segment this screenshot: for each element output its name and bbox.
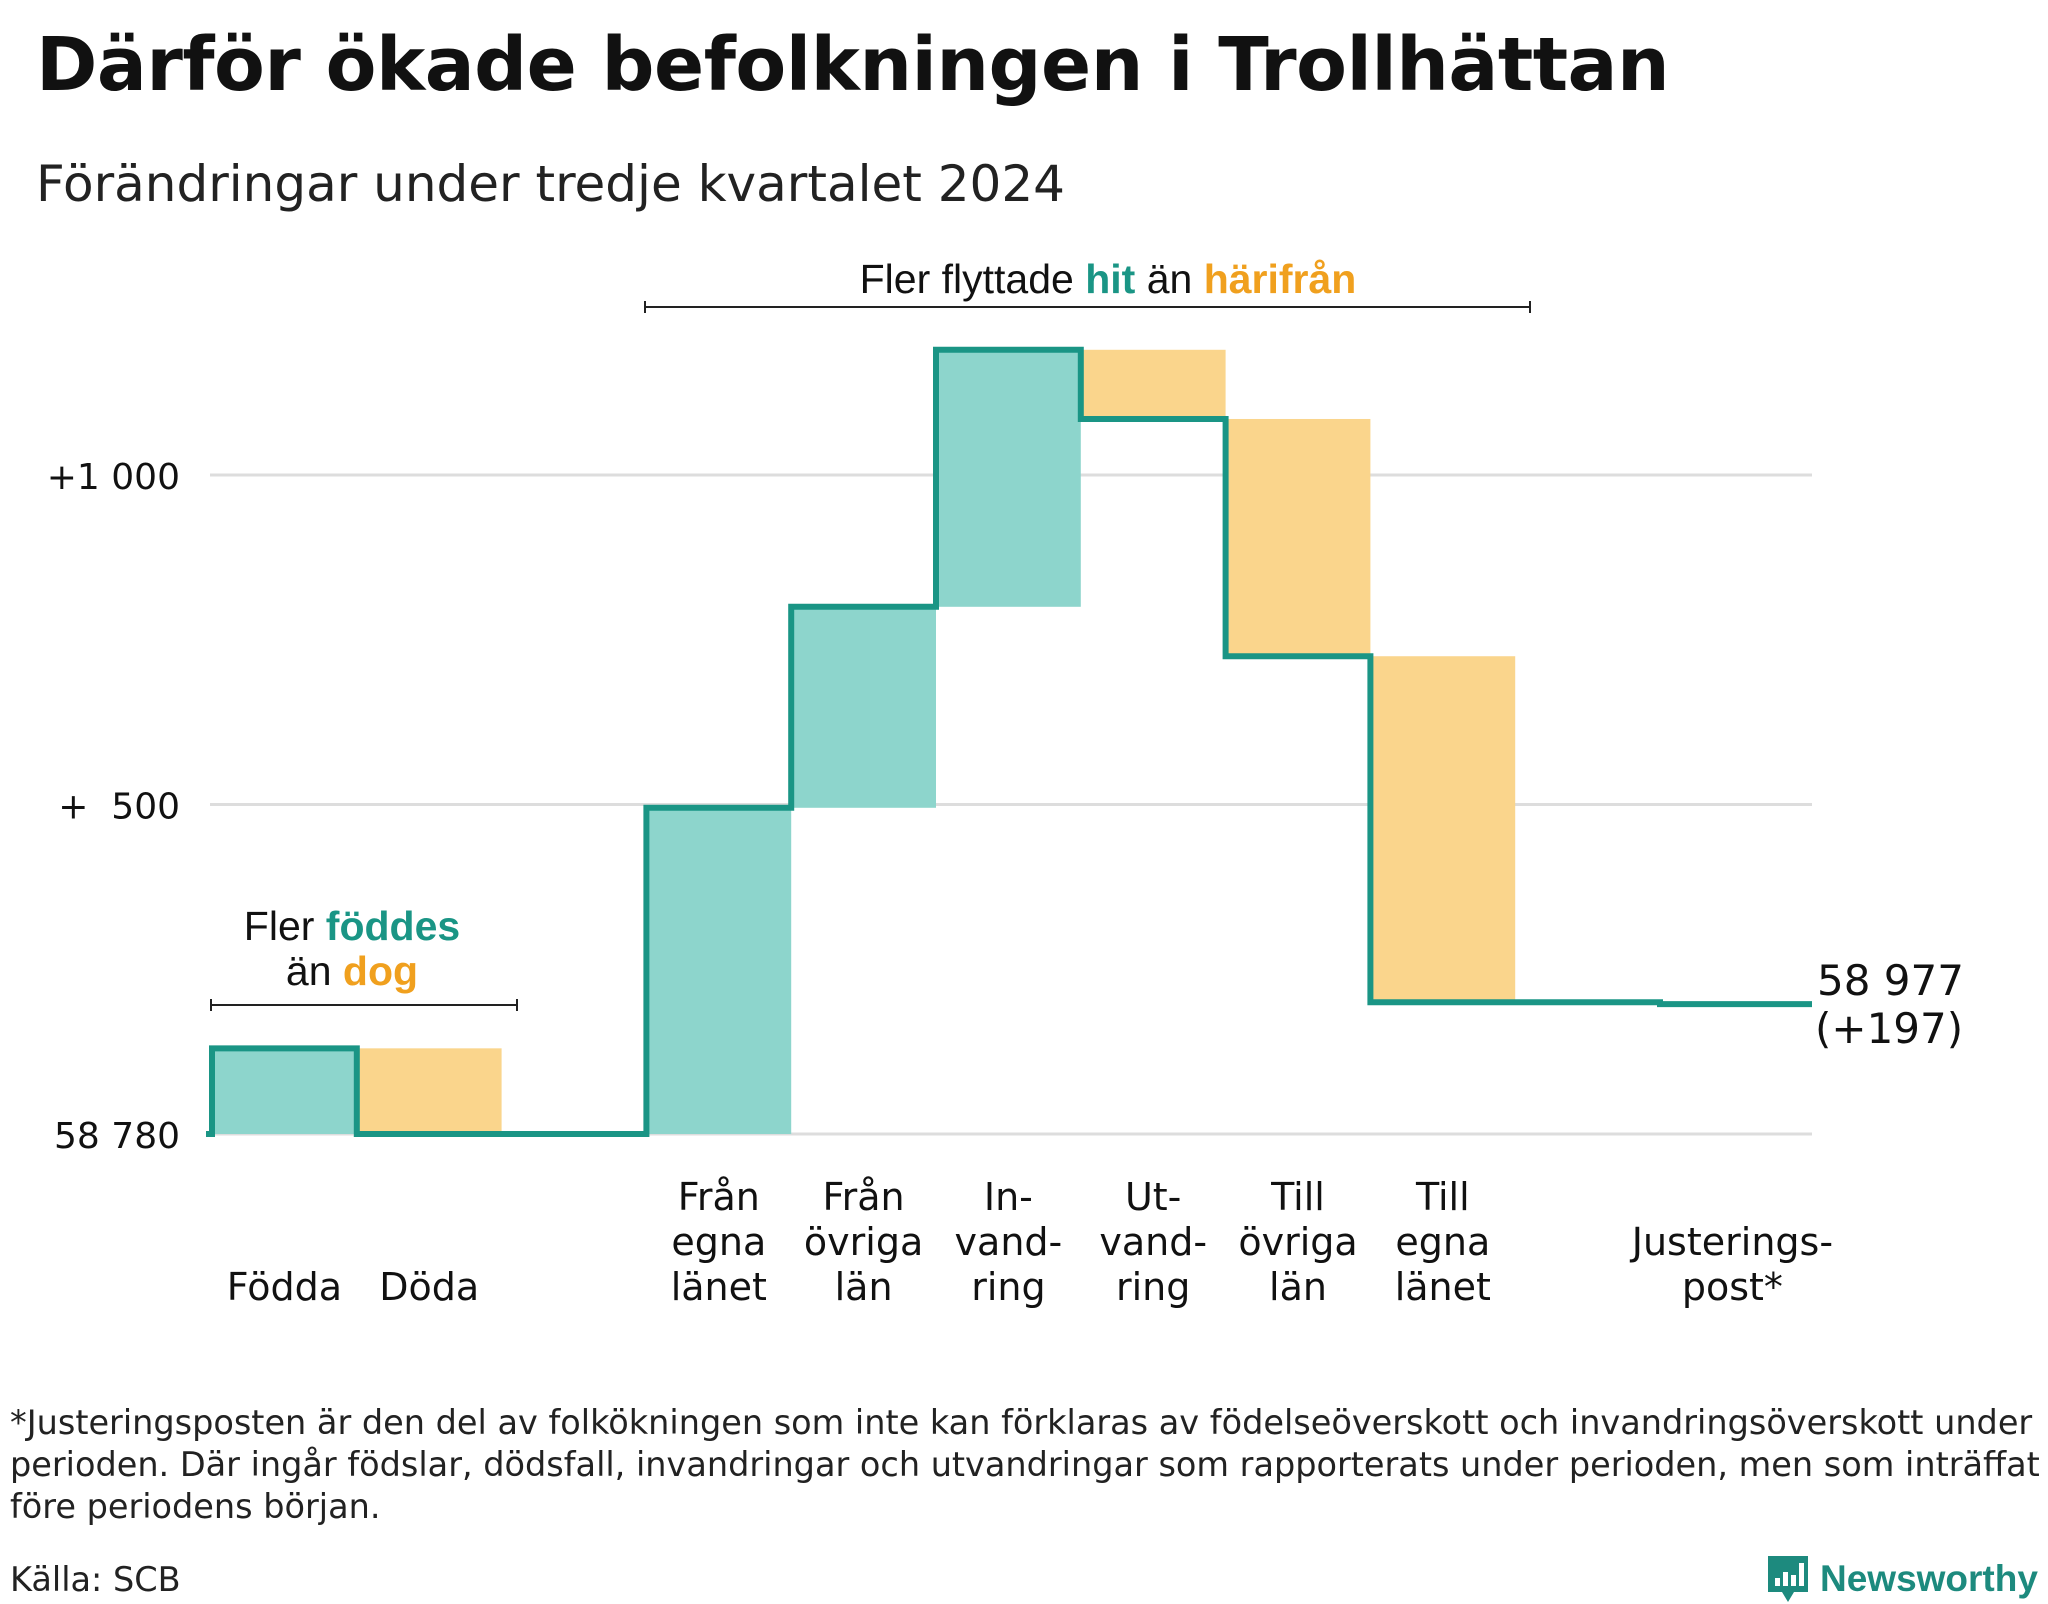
x-category-label: Ut- — [1125, 1175, 1181, 1219]
annotation-teal-text: hit — [1074, 256, 1136, 302]
x-category-label: Justerings- — [1630, 1220, 1833, 1264]
x-category-label: Från — [823, 1175, 905, 1219]
annotation-births-line2: än dog — [286, 948, 418, 994]
annotation-plain-text: än — [1135, 256, 1192, 302]
annotation-births-line1: Fler föddes — [244, 903, 460, 949]
waterfall-bar — [1080, 349, 1226, 419]
waterfall-bar — [356, 1048, 502, 1134]
x-category-label: vand- — [955, 1220, 1063, 1264]
x-category-label: övriga — [1238, 1220, 1357, 1264]
annotation-plain-text: Fler — [244, 903, 315, 949]
x-category-label: vand- — [1099, 1220, 1207, 1264]
waterfall-bar — [936, 349, 1081, 607]
annotation-plain-text: Fler flyttade — [860, 256, 1074, 302]
waterfall-bar — [212, 1048, 357, 1134]
source-label: Källa: SCB — [10, 1560, 181, 1599]
annotation-plain-text: än — [286, 948, 332, 994]
x-category-label: övriga — [804, 1220, 923, 1264]
footnote: *Justeringsposten är den del av folkökni… — [10, 1403, 2040, 1526]
x-category-label: län — [835, 1265, 893, 1309]
annotation-orange-text: dog — [332, 948, 419, 994]
waterfall-bar — [646, 807, 792, 1134]
x-category-label: länet — [1395, 1265, 1491, 1309]
x-category-label: ring — [1116, 1265, 1190, 1309]
x-category-label: Till — [1270, 1175, 1325, 1219]
x-category-label: In- — [984, 1175, 1033, 1219]
waterfall-bar — [1225, 418, 1371, 657]
newsworthy-logo-icon — [1768, 1556, 1808, 1602]
logo-text: Newsworthy — [1820, 1558, 2038, 1599]
annotation-bracket — [210, 999, 518, 1011]
x-category-label: Döda — [379, 1265, 479, 1309]
x-category-label: post* — [1682, 1265, 1783, 1309]
annotation-teal-text: föddes — [314, 903, 460, 949]
x-category-label: Födda — [227, 1265, 342, 1309]
annotation-migration: Fler flyttade hit än härifrån — [860, 256, 1357, 302]
x-category-label: egna — [671, 1220, 766, 1264]
y-tick-label: 58 780 — [54, 1116, 180, 1157]
final-change-label: (+197) — [1815, 1004, 1963, 1053]
x-category-label: län — [1269, 1265, 1327, 1309]
annotation-bracket — [644, 301, 1531, 313]
waterfall-line — [206, 346, 1812, 1137]
x-category-label: länet — [671, 1265, 767, 1309]
y-tick-label: + 500 — [58, 787, 180, 828]
y-tick-label: +1 000 — [47, 457, 180, 498]
waterfall-bar — [1370, 656, 1516, 1003]
annotation-orange-text: härifrån — [1192, 256, 1356, 302]
newsworthy-logo[interactable]: Newsworthy — [1766, 1554, 2038, 1604]
x-category-label: ring — [971, 1265, 1045, 1309]
x-category-label: egna — [1395, 1220, 1490, 1264]
final-value-label: 58 977 — [1817, 956, 1964, 1005]
waterfall-bar — [791, 606, 936, 808]
x-category-label: Till — [1415, 1175, 1470, 1219]
chart-subtitle: Förändringar under tredje kvartalet 2024 — [36, 155, 1065, 213]
x-category-label: Från — [678, 1175, 760, 1219]
chart-title: Därför ökade befolkningen i Trollhättan — [36, 22, 1670, 108]
